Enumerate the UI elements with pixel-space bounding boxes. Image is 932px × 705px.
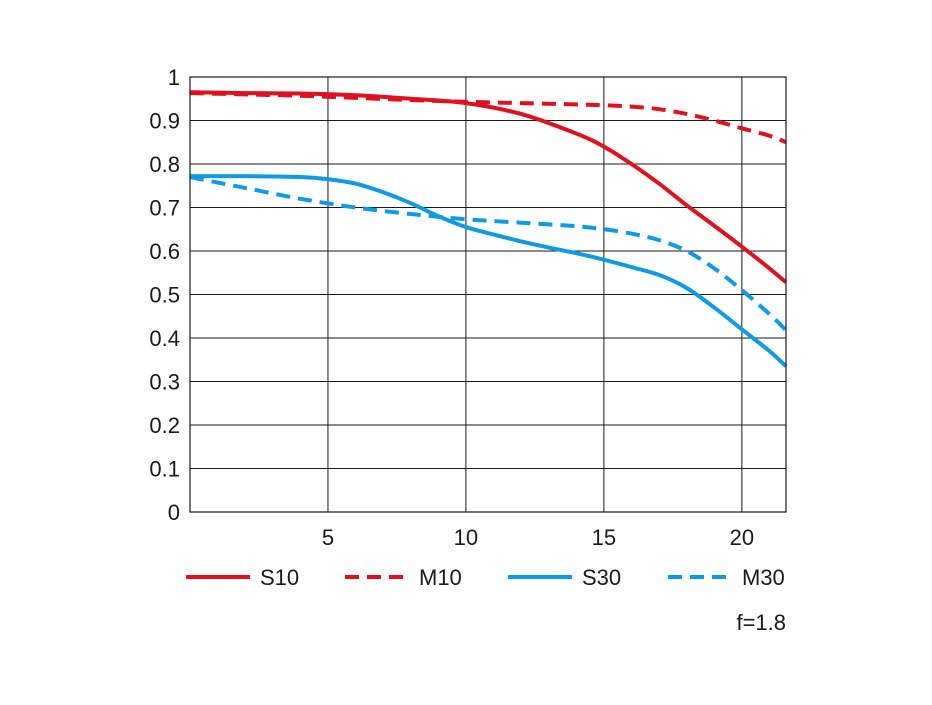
y-tick-label: 0.9: [149, 109, 180, 134]
y-tick-label: 0.3: [149, 370, 180, 395]
y-axis-ticks: 0 0.1 0.2 0.3 0.4 0.5 0.6 0.7 0.8 0.9 1: [149, 65, 180, 525]
y-tick-label: 0.6: [149, 239, 180, 264]
y-tick-label: 1: [168, 65, 180, 90]
legend: S10 M10 S30 M30: [186, 565, 785, 590]
x-tick-label: 5: [322, 525, 334, 550]
y-tick-label: 0.4: [149, 326, 180, 351]
legend-label-s30: S30: [582, 565, 621, 590]
series-lines: [189, 90, 788, 368]
y-tick-label: 0.7: [149, 196, 180, 221]
y-tick-label: 0.1: [149, 457, 180, 482]
legend-label-s10: S10: [260, 565, 299, 590]
series-line-m10: [189, 91, 787, 145]
legend-label-m30: M30: [742, 565, 785, 590]
series-line-m30: [189, 175, 788, 332]
x-axis-ticks: 5 10 15 20: [322, 525, 754, 550]
x-tick-label: 10: [454, 525, 478, 550]
x-tick-label: 15: [592, 525, 616, 550]
y-tick-label: 0.8: [149, 152, 180, 177]
series-line-s30: [189, 174, 788, 368]
plot-frame: [189, 76, 787, 513]
series-line-s10: [189, 90, 788, 284]
x-tick-label: 20: [730, 525, 754, 550]
aperture-annotation: f=1.8: [736, 610, 786, 635]
y-tick-label: 0.2: [149, 413, 180, 438]
legend-label-m10: M10: [419, 565, 462, 590]
y-tick-label: 0.5: [149, 283, 180, 308]
y-tick-label: 0: [168, 500, 180, 525]
